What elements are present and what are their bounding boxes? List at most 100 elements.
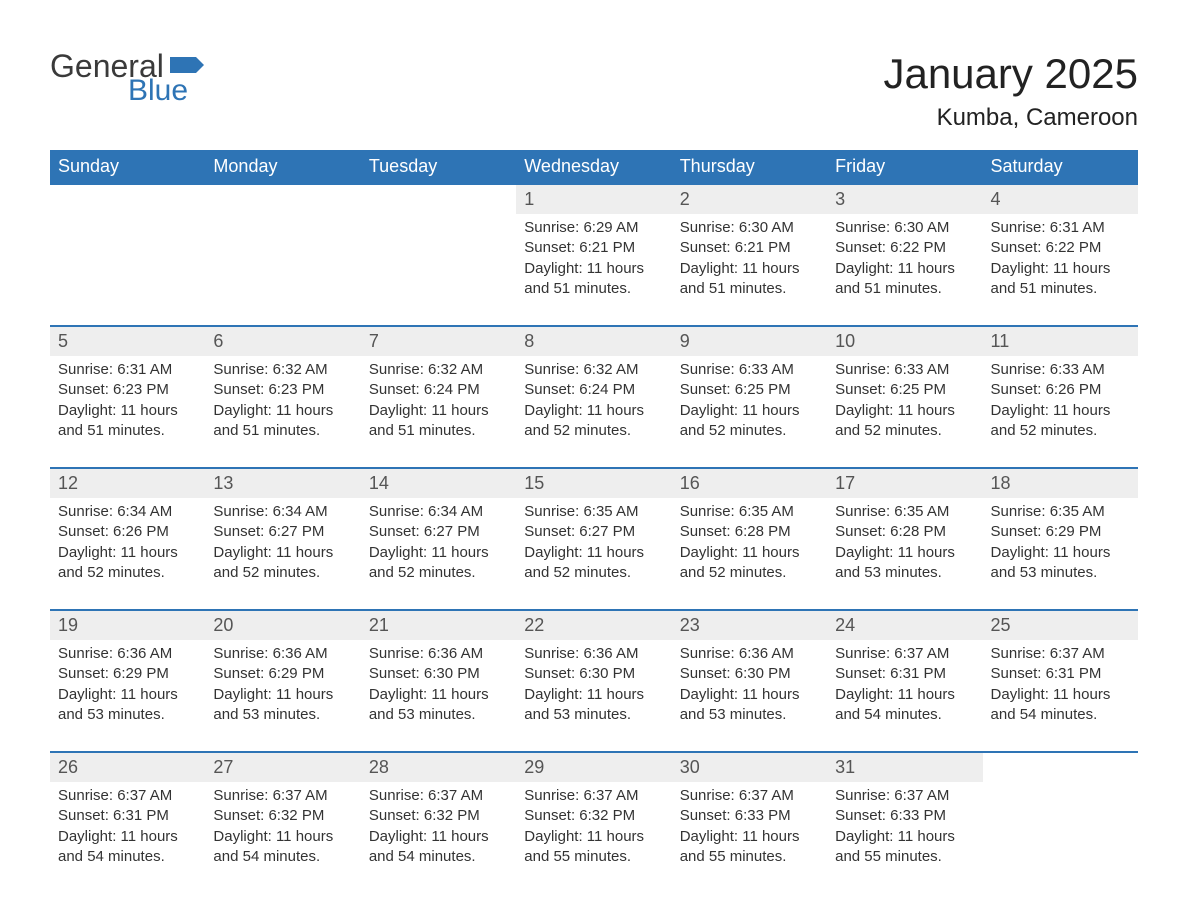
day-number: 16 bbox=[672, 468, 827, 498]
sunrise-text: Sunrise: 6:31 AM bbox=[991, 218, 1130, 238]
sunrise-text: Sunrise: 6:31 AM bbox=[58, 360, 197, 380]
week-daynum-row: 1234 bbox=[50, 184, 1138, 214]
week-daynum-row: 12131415161718 bbox=[50, 468, 1138, 498]
sunrise-text: Sunrise: 6:36 AM bbox=[680, 644, 819, 664]
day-details: Sunrise: 6:37 AMSunset: 6:32 PMDaylight:… bbox=[516, 782, 671, 893]
day-details: Sunrise: 6:36 AMSunset: 6:30 PMDaylight:… bbox=[672, 640, 827, 752]
daylight-text: Daylight: 11 hours and 52 minutes. bbox=[680, 543, 819, 584]
calendar-table: Sunday Monday Tuesday Wednesday Thursday… bbox=[50, 150, 1138, 893]
day-details: Sunrise: 6:35 AMSunset: 6:28 PMDaylight:… bbox=[672, 498, 827, 610]
weekday-header: Sunday bbox=[50, 150, 205, 184]
sunset-text: Sunset: 6:32 PM bbox=[369, 806, 508, 826]
sunrise-text: Sunrise: 6:32 AM bbox=[524, 360, 663, 380]
sunset-text: Sunset: 6:22 PM bbox=[991, 238, 1130, 258]
daylight-text: Daylight: 11 hours and 52 minutes. bbox=[58, 543, 197, 584]
weekday-header: Saturday bbox=[983, 150, 1138, 184]
day-details: Sunrise: 6:32 AMSunset: 6:23 PMDaylight:… bbox=[205, 356, 360, 468]
sunrise-text: Sunrise: 6:35 AM bbox=[524, 502, 663, 522]
day-number: 2 bbox=[672, 184, 827, 214]
day-number: 9 bbox=[672, 326, 827, 356]
day-number: 30 bbox=[672, 752, 827, 782]
sunset-text: Sunset: 6:21 PM bbox=[524, 238, 663, 258]
day-details: Sunrise: 6:35 AMSunset: 6:27 PMDaylight:… bbox=[516, 498, 671, 610]
sunset-text: Sunset: 6:21 PM bbox=[680, 238, 819, 258]
empty-cell bbox=[50, 184, 205, 214]
week-detail-row: Sunrise: 6:36 AMSunset: 6:29 PMDaylight:… bbox=[50, 640, 1138, 752]
empty-cell bbox=[50, 214, 205, 326]
day-number: 15 bbox=[516, 468, 671, 498]
weekday-header: Tuesday bbox=[361, 150, 516, 184]
sunrise-text: Sunrise: 6:36 AM bbox=[213, 644, 352, 664]
sunset-text: Sunset: 6:32 PM bbox=[213, 806, 352, 826]
sunset-text: Sunset: 6:27 PM bbox=[213, 522, 352, 542]
sunset-text: Sunset: 6:30 PM bbox=[680, 664, 819, 684]
sunset-text: Sunset: 6:29 PM bbox=[213, 664, 352, 684]
daylight-text: Daylight: 11 hours and 51 minutes. bbox=[58, 401, 197, 442]
sunrise-text: Sunrise: 6:33 AM bbox=[835, 360, 974, 380]
sunset-text: Sunset: 6:33 PM bbox=[680, 806, 819, 826]
daylight-text: Daylight: 11 hours and 54 minutes. bbox=[213, 827, 352, 868]
empty-cell bbox=[361, 184, 516, 214]
daylight-text: Daylight: 11 hours and 52 minutes. bbox=[680, 401, 819, 442]
day-details: Sunrise: 6:37 AMSunset: 6:31 PMDaylight:… bbox=[50, 782, 205, 893]
sunrise-text: Sunrise: 6:32 AM bbox=[369, 360, 508, 380]
day-details: Sunrise: 6:32 AMSunset: 6:24 PMDaylight:… bbox=[361, 356, 516, 468]
day-details: Sunrise: 6:36 AMSunset: 6:29 PMDaylight:… bbox=[205, 640, 360, 752]
daylight-text: Daylight: 11 hours and 53 minutes. bbox=[58, 685, 197, 726]
sunrise-text: Sunrise: 6:37 AM bbox=[524, 786, 663, 806]
weekday-header-row: Sunday Monday Tuesday Wednesday Thursday… bbox=[50, 150, 1138, 184]
daylight-text: Daylight: 11 hours and 52 minutes. bbox=[524, 401, 663, 442]
brand-line2: Blue bbox=[128, 76, 204, 106]
day-number: 6 bbox=[205, 326, 360, 356]
daylight-text: Daylight: 11 hours and 51 minutes. bbox=[213, 401, 352, 442]
daylight-text: Daylight: 11 hours and 52 minutes. bbox=[991, 401, 1130, 442]
day-details: Sunrise: 6:37 AMSunset: 6:31 PMDaylight:… bbox=[983, 640, 1138, 752]
day-details: Sunrise: 6:36 AMSunset: 6:30 PMDaylight:… bbox=[516, 640, 671, 752]
week-detail-row: Sunrise: 6:34 AMSunset: 6:26 PMDaylight:… bbox=[50, 498, 1138, 610]
daylight-text: Daylight: 11 hours and 54 minutes. bbox=[369, 827, 508, 868]
daylight-text: Daylight: 11 hours and 55 minutes. bbox=[835, 827, 974, 868]
sunset-text: Sunset: 6:25 PM bbox=[835, 380, 974, 400]
daylight-text: Daylight: 11 hours and 55 minutes. bbox=[524, 827, 663, 868]
day-details: Sunrise: 6:37 AMSunset: 6:33 PMDaylight:… bbox=[827, 782, 982, 893]
week-daynum-row: 567891011 bbox=[50, 326, 1138, 356]
sunrise-text: Sunrise: 6:37 AM bbox=[213, 786, 352, 806]
daylight-text: Daylight: 11 hours and 54 minutes. bbox=[58, 827, 197, 868]
sunrise-text: Sunrise: 6:37 AM bbox=[835, 644, 974, 664]
day-number: 1 bbox=[516, 184, 671, 214]
empty-cell bbox=[983, 782, 1138, 893]
day-number: 23 bbox=[672, 610, 827, 640]
day-number: 17 bbox=[827, 468, 982, 498]
day-details: Sunrise: 6:31 AMSunset: 6:23 PMDaylight:… bbox=[50, 356, 205, 468]
day-details: Sunrise: 6:37 AMSunset: 6:31 PMDaylight:… bbox=[827, 640, 982, 752]
sunset-text: Sunset: 6:28 PM bbox=[680, 522, 819, 542]
daylight-text: Daylight: 11 hours and 51 minutes. bbox=[835, 259, 974, 300]
day-number: 8 bbox=[516, 326, 671, 356]
daylight-text: Daylight: 11 hours and 53 minutes. bbox=[835, 543, 974, 584]
week-detail-row: Sunrise: 6:37 AMSunset: 6:31 PMDaylight:… bbox=[50, 782, 1138, 893]
daylight-text: Daylight: 11 hours and 51 minutes. bbox=[991, 259, 1130, 300]
day-details: Sunrise: 6:37 AMSunset: 6:32 PMDaylight:… bbox=[205, 782, 360, 893]
day-number: 25 bbox=[983, 610, 1138, 640]
week-detail-row: Sunrise: 6:31 AMSunset: 6:23 PMDaylight:… bbox=[50, 356, 1138, 468]
brand-logo: General Blue bbox=[50, 50, 204, 106]
day-details: Sunrise: 6:37 AMSunset: 6:33 PMDaylight:… bbox=[672, 782, 827, 893]
day-details: Sunrise: 6:36 AMSunset: 6:29 PMDaylight:… bbox=[50, 640, 205, 752]
sunrise-text: Sunrise: 6:37 AM bbox=[835, 786, 974, 806]
sunrise-text: Sunrise: 6:35 AM bbox=[680, 502, 819, 522]
sunrise-text: Sunrise: 6:29 AM bbox=[524, 218, 663, 238]
day-details: Sunrise: 6:30 AMSunset: 6:21 PMDaylight:… bbox=[672, 214, 827, 326]
week-daynum-row: 262728293031 bbox=[50, 752, 1138, 782]
day-details: Sunrise: 6:33 AMSunset: 6:26 PMDaylight:… bbox=[983, 356, 1138, 468]
daylight-text: Daylight: 11 hours and 54 minutes. bbox=[991, 685, 1130, 726]
empty-cell bbox=[983, 752, 1138, 782]
daylight-text: Daylight: 11 hours and 51 minutes. bbox=[524, 259, 663, 300]
day-number: 12 bbox=[50, 468, 205, 498]
daylight-text: Daylight: 11 hours and 51 minutes. bbox=[680, 259, 819, 300]
sunset-text: Sunset: 6:33 PM bbox=[835, 806, 974, 826]
month-title: January 2025 bbox=[883, 50, 1138, 98]
sunset-text: Sunset: 6:22 PM bbox=[835, 238, 974, 258]
daylight-text: Daylight: 11 hours and 52 minutes. bbox=[835, 401, 974, 442]
day-details: Sunrise: 6:29 AMSunset: 6:21 PMDaylight:… bbox=[516, 214, 671, 326]
sunset-text: Sunset: 6:30 PM bbox=[524, 664, 663, 684]
